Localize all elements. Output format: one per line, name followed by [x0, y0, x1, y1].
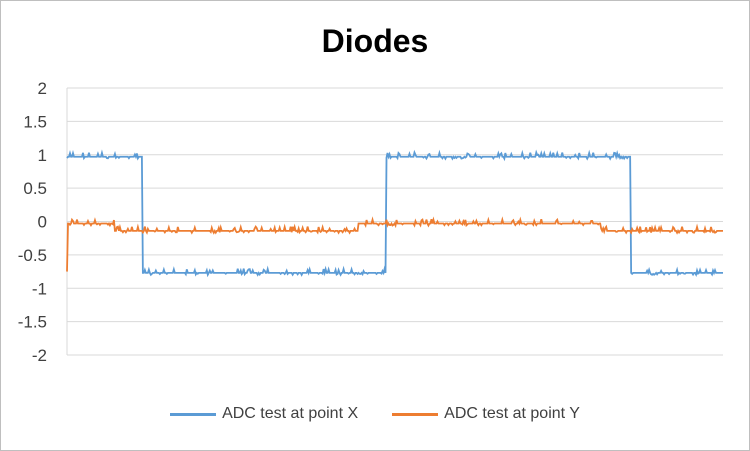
y-tick-label: -0.5	[18, 246, 47, 265]
y-tick-label: 1	[38, 146, 47, 165]
legend-label-y: ADC test at point Y	[444, 405, 580, 422]
y-tick-label: -1.5	[18, 313, 47, 332]
y-tick-label: -1	[32, 279, 47, 298]
chart-legend: ADC test at point X ADC test at point Y	[1, 405, 749, 423]
series-line-y	[66, 216, 723, 272]
legend-swatch-y	[392, 412, 439, 416]
y-tick-label: 1.5	[23, 112, 47, 131]
y-tick-label: 2	[38, 79, 47, 98]
y-tick-label: 0.5	[23, 179, 47, 198]
y-tick-label: -2	[32, 346, 47, 365]
y-tick-label: 0	[38, 213, 47, 232]
legend-label-x: ADC test at point X	[222, 405, 359, 422]
legend-item-y: ADC test at point Y	[392, 405, 580, 423]
legend-item-x: ADC test at point X	[170, 405, 358, 423]
legend-swatch-x	[170, 412, 217, 416]
series-line-x	[66, 149, 723, 278]
chart-title: Diodes	[321, 23, 429, 59]
